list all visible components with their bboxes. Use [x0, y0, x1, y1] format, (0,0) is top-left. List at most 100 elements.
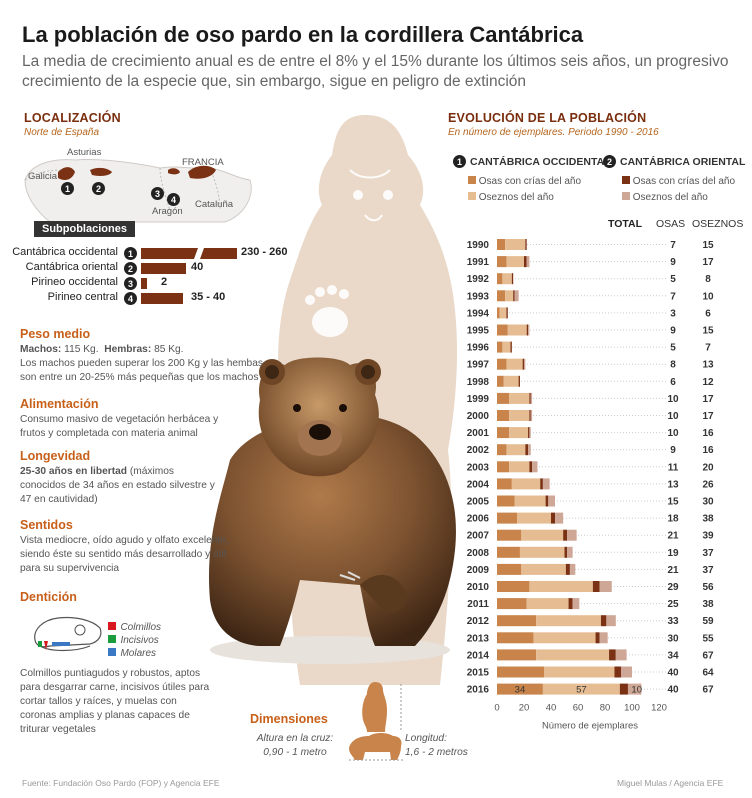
bar-occ-crias: [497, 546, 520, 558]
legend-ori-oseznos: Oseznos del año: [622, 192, 708, 203]
bear-skull-diagram: [34, 616, 102, 652]
total-osas-value: 5: [670, 343, 676, 354]
total-oseznos-value: 37: [702, 565, 714, 576]
subpop-label-4: Pirineo central: [47, 291, 118, 303]
bar-occ-oseznos: [526, 598, 569, 610]
map-marker-4: 4: [167, 193, 180, 206]
bar-ori-crias: [528, 427, 530, 439]
total-oseznos-value: 16: [702, 445, 714, 456]
bar-ori-oseznos: [555, 512, 564, 524]
bar-ori-oseznos: [606, 615, 616, 627]
subpop-bar-1: [141, 248, 237, 259]
bar-occ-crias: [497, 444, 507, 456]
bar-ori-oseznos: [526, 256, 530, 268]
total-osas-value: 10: [667, 394, 679, 405]
bar-occ-crias: [497, 324, 508, 336]
bar-ori-oseznos: [528, 324, 530, 336]
molares-label: Molares: [120, 648, 157, 659]
bar-ori-crias: [529, 410, 531, 421]
subpop-value-1: 230 - 260: [241, 246, 288, 258]
x-tick-label: 0: [494, 703, 499, 714]
total-osas-value: 7: [670, 291, 676, 302]
longitud-label: Longitud:: [405, 733, 447, 744]
total-osas-value: 3: [670, 308, 676, 319]
subpop-value-3: 2: [161, 276, 168, 288]
year-label: 2004: [467, 479, 490, 490]
bar-ori-crias: [529, 461, 533, 473]
total-osas-value: 21: [667, 531, 679, 542]
year-label: 2010: [467, 582, 490, 593]
subpop-label-2: Cantábrica oriental: [25, 261, 118, 273]
denticion-legend-colmillos: Colmillos: [108, 617, 161, 635]
year-label: 1999: [467, 394, 490, 405]
longevidad-heading: Longevidad: [20, 449, 91, 463]
colmillos-label: Colmillos: [120, 622, 162, 633]
bar-occ-oseznos: [542, 683, 620, 695]
year-label: 1993: [467, 291, 490, 302]
year-label: 1990: [467, 240, 490, 251]
longevidad-text: 25-30 años en libertad (máximos conocido…: [20, 465, 220, 507]
bar-ori-oseznos: [599, 581, 612, 592]
bar-ori-crias: [529, 392, 531, 404]
altura-value: 0,90 - 1 metro: [263, 747, 327, 758]
sentidos-text: Vista mediocre, oído agudo y olfato exce…: [20, 535, 229, 574]
year-label: 1996: [467, 343, 490, 354]
bar-occ-oseznos: [533, 632, 596, 644]
bar-occ-crias: [497, 632, 534, 644]
peso-machos-value: 115 Kg.: [64, 344, 99, 355]
dimension-altura: Altura en la cruz: 0,90 - 1 metro: [250, 732, 340, 760]
total-oseznos-value: 17: [702, 411, 714, 422]
year-label: 1995: [467, 326, 490, 337]
bar-ori-oseznos: [599, 632, 608, 644]
map-label-galicia: Galicia: [28, 171, 58, 182]
total-oseznos-value: 13: [702, 360, 714, 371]
legend-occ-oseznos: Oseznos del año: [468, 192, 554, 203]
swatch-ori-oseznos: [622, 192, 630, 200]
bar-ori-oseznos: [548, 495, 556, 507]
map-label-francia: FRANCIA: [182, 157, 224, 168]
total-oseznos-value: 38: [702, 514, 714, 525]
subpoblaciones-heading: Subpoblaciones: [34, 221, 135, 237]
dimension-longitud: Longitud: 1,6 - 2 metros: [405, 732, 485, 760]
total-oseznos-value: 15: [702, 240, 714, 251]
bar-ori-oseznos: [621, 666, 632, 678]
denticion-heading: Dentición: [20, 590, 77, 604]
bar-occ-crias: [497, 410, 510, 421]
bar-occ-oseznos: [502, 341, 511, 353]
total-oseznos-value: 16: [702, 428, 714, 439]
legend-ori-crias: Osas con crías del año: [622, 176, 735, 187]
peso-hembras-value: 85 Kg.: [154, 344, 184, 355]
page-subtitle: La media de crecimiento anual es de entr…: [22, 53, 729, 90]
total-osas-value: 10: [667, 411, 679, 422]
total-osas-value: 25: [667, 599, 679, 610]
total-oseznos-value: 67: [702, 685, 714, 696]
denticion-legend-incisivos: Incisivos: [108, 630, 159, 648]
total-osas-value: 9: [670, 326, 676, 337]
year-label: 2013: [467, 633, 490, 644]
data-label-2016-oriental: 10: [631, 685, 642, 696]
subpop-num-1: 1: [124, 247, 137, 260]
subpop-bar-3: [141, 278, 147, 289]
alimentacion-text: Consumo masivo de vegetación herbácea y …: [20, 414, 219, 439]
total-oseznos-value: 8: [705, 274, 711, 285]
total-oseznos-value: 10: [702, 291, 714, 302]
colmillos-swatch: [108, 622, 116, 630]
bar-occ-oseznos: [506, 256, 524, 268]
bar-occ-crias: [497, 290, 506, 302]
bar-occ-crias: [497, 649, 537, 661]
total-oseznos-value: 7: [705, 343, 711, 354]
total-osas-value: 40: [667, 668, 679, 679]
bar-occ-crias: [497, 512, 518, 524]
total-osas-value: 29: [667, 582, 679, 593]
denticion-legend-molares: Molares: [108, 643, 156, 661]
total-oseznos-value: 17: [702, 257, 714, 268]
bar-occ-oseznos: [509, 427, 529, 439]
bar-ori-crias: [518, 375, 520, 387]
year-label: 2016: [467, 685, 490, 696]
brown-bear-illustration: [209, 357, 456, 664]
chart-subtitle: En número de ejemplares. Periodo 1990 - …: [448, 127, 659, 138]
total-osas-value: 7: [670, 240, 676, 251]
bar-occ-crias: [497, 495, 515, 507]
total-oseznos-value: 30: [702, 497, 714, 508]
